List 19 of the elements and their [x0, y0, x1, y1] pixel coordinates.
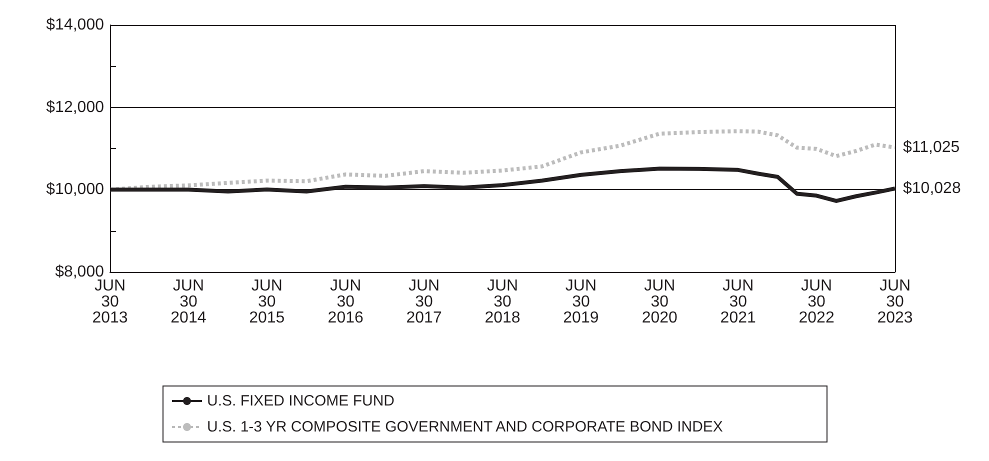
x-tick-label: JUN 30 2015	[249, 278, 285, 326]
x-tick-label: JUN 30 2014	[170, 278, 206, 326]
x-tick-label: JUN 30 2013	[92, 278, 128, 326]
x-tick-label: JUN 30 2018	[484, 278, 520, 326]
annotation: $11,025	[903, 138, 960, 156]
y-tick-label: $14,000	[46, 16, 104, 34]
x-tick-label: JUN 30 2019	[563, 278, 599, 326]
legend-label: U.S. FIXED INCOME FUND	[207, 392, 395, 410]
y-tick-label: $10,000	[46, 181, 104, 198]
legend-label: U.S. 1-3 YR COMPOSITE GOVERNMENT AND CORPORATE BOND INDEX	[207, 418, 723, 436]
x-tick-label: JUN 30 2023	[877, 278, 913, 326]
x-tick-label: JUN 30 2020	[642, 278, 678, 326]
y-tick-label: $12,000	[46, 98, 104, 116]
x-tick-label: JUN 30 2021	[720, 278, 756, 326]
x-tick-label: JUN 30 2016	[328, 278, 364, 326]
x-tick-label: JUN 30 2017	[406, 278, 442, 326]
annotation: $10,028	[903, 180, 961, 198]
y-tick-label: $8,000	[55, 264, 104, 280]
x-tick-label: JUN 30 2022	[798, 278, 834, 326]
